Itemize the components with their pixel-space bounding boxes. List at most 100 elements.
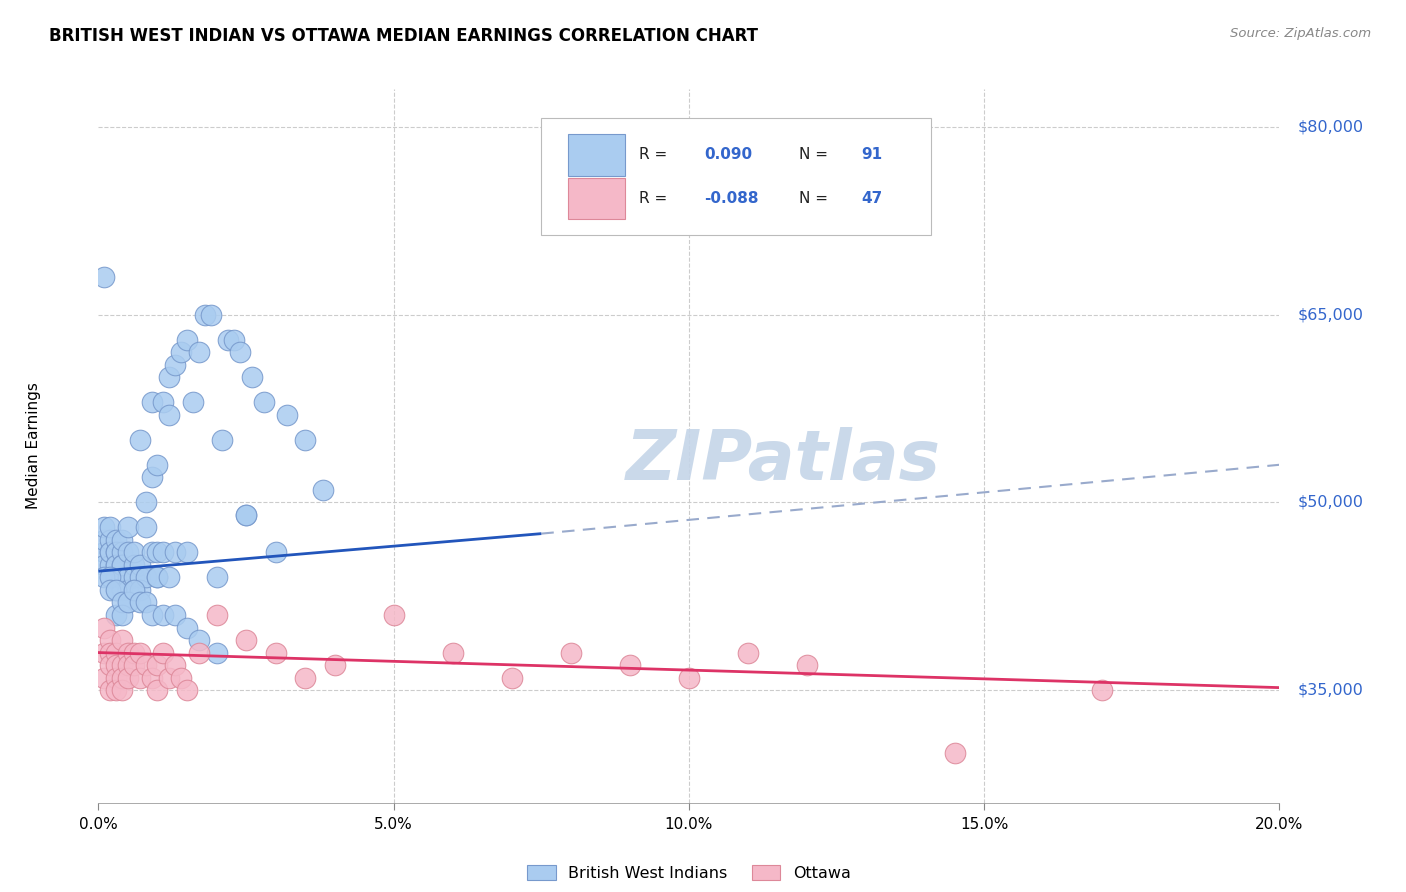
Point [135, 495, 157, 509]
Point [943, 746, 966, 760]
Point [98, 558, 121, 572]
Point [98, 633, 121, 648]
Text: 91: 91 [862, 147, 883, 162]
Point [111, 607, 134, 622]
Point [105, 658, 128, 673]
Point [122, 582, 145, 597]
Point [93, 545, 115, 559]
Bar [568, 178, 626, 219]
Point [235, 508, 257, 522]
Point [105, 582, 128, 597]
Text: Median Earnings: Median Earnings [25, 383, 41, 509]
Point [678, 671, 700, 685]
Point [170, 345, 193, 359]
Point [93, 270, 115, 285]
Point [264, 646, 287, 660]
Point [98, 520, 121, 534]
Point [93, 570, 115, 584]
Point [224, 333, 246, 347]
Point [105, 545, 128, 559]
Point [105, 533, 128, 547]
Point [117, 570, 139, 584]
Point [111, 671, 134, 685]
Point [441, 646, 464, 660]
Point [93, 646, 115, 660]
Point [93, 621, 115, 635]
Text: $50,000: $50,000 [1298, 495, 1364, 510]
Point [382, 607, 405, 622]
Bar [568, 134, 626, 176]
Point [165, 545, 187, 559]
Point [152, 607, 174, 622]
Point [187, 633, 209, 648]
Text: Source: ZipAtlas.com: Source: ZipAtlas.com [1230, 27, 1371, 40]
Point [152, 646, 174, 660]
Point [157, 408, 180, 422]
Point [111, 658, 134, 673]
Point [176, 683, 198, 698]
Point [135, 658, 157, 673]
Point [157, 570, 180, 584]
Point [117, 545, 139, 559]
Point [122, 558, 145, 572]
Point [93, 520, 115, 534]
Point [229, 345, 252, 359]
Point [146, 458, 169, 472]
Point [93, 533, 115, 547]
Legend: British West Indians, Ottawa: British West Indians, Ottawa [520, 859, 858, 888]
Point [111, 545, 134, 559]
Point [122, 582, 145, 597]
Point [141, 395, 163, 409]
Point [323, 658, 346, 673]
Text: BRITISH WEST INDIAN VS OTTAWA MEDIAN EARNINGS CORRELATION CHART: BRITISH WEST INDIAN VS OTTAWA MEDIAN EAR… [49, 27, 758, 45]
Point [122, 658, 145, 673]
Point [165, 607, 187, 622]
Point [312, 483, 335, 497]
Point [111, 570, 134, 584]
Point [105, 607, 128, 622]
Point [111, 533, 134, 547]
Point [560, 646, 582, 660]
Point [98, 683, 121, 698]
Point [122, 646, 145, 660]
Point [111, 633, 134, 648]
Point [111, 582, 134, 597]
Point [105, 646, 128, 660]
Point [235, 633, 257, 648]
Text: N =: N = [799, 191, 832, 206]
Point [111, 683, 134, 698]
Point [194, 308, 217, 322]
Point [117, 658, 139, 673]
Point [1091, 683, 1114, 698]
Text: $65,000: $65,000 [1298, 307, 1364, 322]
Point [105, 582, 128, 597]
Point [128, 570, 150, 584]
Point [157, 370, 180, 384]
Point [141, 470, 163, 484]
Point [105, 683, 128, 698]
Point [117, 595, 139, 609]
Point [117, 582, 139, 597]
Point [181, 395, 204, 409]
Point [240, 370, 263, 384]
Point [152, 395, 174, 409]
Point [122, 545, 145, 559]
Point [128, 582, 150, 597]
Point [146, 570, 169, 584]
Point [128, 646, 150, 660]
Point [117, 520, 139, 534]
Point [111, 595, 134, 609]
Point [117, 671, 139, 685]
Point [211, 433, 233, 447]
Point [105, 545, 128, 559]
Point [141, 607, 163, 622]
Point [205, 607, 228, 622]
Point [98, 582, 121, 597]
Point [170, 671, 193, 685]
Point [128, 595, 150, 609]
Point [205, 646, 228, 660]
Point [176, 333, 198, 347]
Point [187, 646, 209, 660]
Point [128, 433, 150, 447]
Text: -0.088: -0.088 [704, 191, 759, 206]
